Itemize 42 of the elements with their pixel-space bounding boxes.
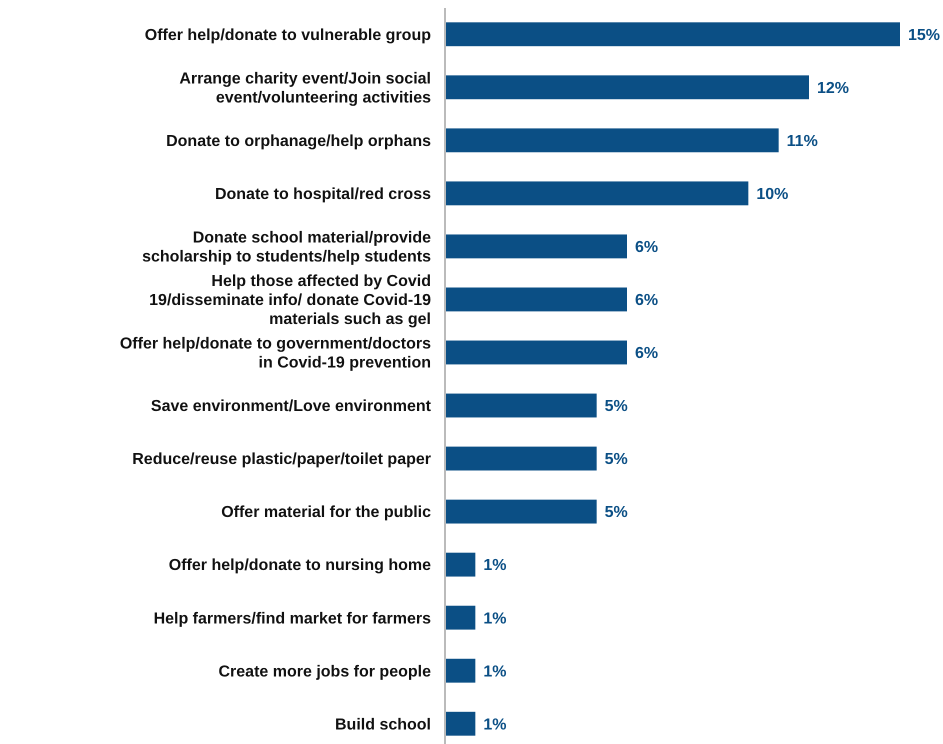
- data-label: 1%: [483, 610, 506, 628]
- bar: [445, 181, 748, 206]
- data-label: 15%: [908, 26, 940, 44]
- y-tick-label: Offer help/donate to nursing home: [168, 557, 432, 574]
- bar: [445, 658, 476, 683]
- bar: [445, 288, 627, 312]
- bar: [445, 712, 476, 736]
- data-label: 11%: [786, 132, 818, 150]
- data-label: 5%: [604, 398, 628, 416]
- bar: [445, 128, 779, 152]
- y-tick-label: Help farmers/find market for farmers: [154, 610, 432, 628]
- data-label: 12%: [817, 80, 850, 97]
- y-tick-label: Help those affected by Covid 19/disseminate info/ donate Covid-19 materials such as gel: [149, 273, 432, 328]
- y-tick-label: Donate to hospital/red cross: [214, 186, 432, 203]
- bar: [445, 340, 627, 364]
- y-tick-label: Offer help/donate to vulnerable group: [144, 26, 432, 44]
- y-tick-label: Donate to orphanage/help orphans: [166, 132, 432, 150]
- bar: [445, 234, 627, 258]
- data-label: 5%: [604, 451, 628, 468]
- data-label: 1%: [483, 663, 506, 680]
- bar: [445, 552, 476, 577]
- bar: [445, 394, 597, 418]
- y-tick-label: Offer material for the public: [221, 504, 432, 522]
- bar: [445, 22, 900, 46]
- data-label: 6%: [635, 239, 658, 256]
- data-label: 6%: [635, 292, 658, 310]
- y-tick-label: Arrange charity event/Join social event/volunteering activities: [179, 70, 432, 106]
- bar: [445, 606, 476, 630]
- y-tick-label: Reduce/reuse plastic/paper/toilet paper: [132, 451, 431, 468]
- y-tick-label: Create more jobs for people: [218, 663, 432, 680]
- data-label: 6%: [635, 345, 658, 362]
- bar: [445, 446, 597, 470]
- y-tick-label: Offer help/donate to government/doctors in Covid-19 prevention: [120, 336, 432, 372]
- bar: [445, 75, 809, 100]
- y-tick-label: Save environment/Love environment: [150, 398, 432, 416]
- y-tick-label: Build school: [335, 716, 431, 734]
- data-label: 5%: [604, 504, 628, 522]
- bar: [445, 500, 597, 524]
- y-tick-label: Donate school material/provide scholarship to students/help students: [142, 230, 432, 266]
- data-label: 1%: [483, 557, 506, 574]
- data-label: 1%: [483, 716, 506, 734]
- data-label: 10%: [756, 186, 788, 203]
